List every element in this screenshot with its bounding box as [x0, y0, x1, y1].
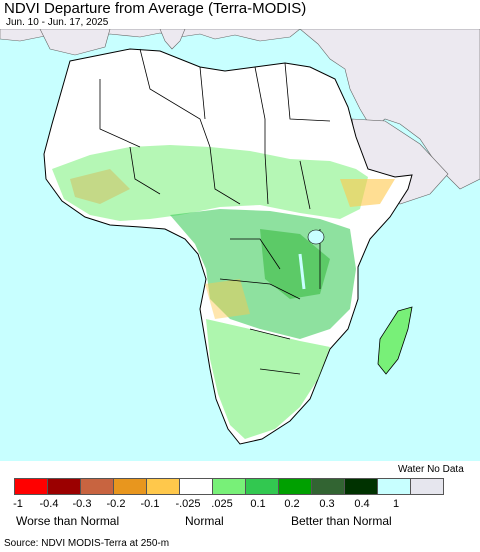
legend-tick: -0.1: [140, 498, 160, 510]
legend-swatch: [344, 478, 378, 495]
legend-tick: 0.3: [319, 498, 335, 510]
legend-tick: -.025: [175, 498, 201, 510]
country-borders: [99, 48, 331, 375]
legend-tick: .025: [211, 498, 233, 510]
legend-swatch: [113, 478, 147, 495]
congo-better-patch: [260, 229, 330, 299]
legend-color-bar: [14, 478, 444, 496]
middle-east-landmass: [299, 29, 480, 190]
italy-sicily: [159, 29, 186, 50]
map-subtitle: Jun. 10 - Jun. 17, 2025: [6, 17, 109, 28]
legend-swatch: [80, 478, 114, 495]
legend-swatch: [146, 478, 180, 495]
southern-africa-vegetation: [206, 319, 330, 439]
legend-swatch: [311, 478, 345, 495]
legend-swatch: [179, 478, 213, 495]
legend-tick: -0.3: [72, 498, 92, 510]
legend-swatch: [410, 478, 444, 495]
west-africa-worse-patch: [70, 169, 130, 204]
legend-swatch: [377, 478, 411, 495]
legend-swatch: [245, 478, 279, 495]
ndvi-map: [0, 29, 480, 461]
angola-worse-patch: [205, 279, 250, 319]
map-title: NDVI Departure from Average (Terra-MODIS…: [4, 0, 307, 17]
legend-normal-label: Normal: [185, 514, 224, 528]
legend-tick: 0.1: [250, 498, 266, 510]
horn-worse-patch: [340, 179, 395, 207]
lake-victoria: [307, 229, 325, 245]
legend-better-label: Better than Normal: [291, 514, 392, 528]
legend-tick: -1: [13, 498, 23, 510]
no-data-label: Water No Data: [398, 464, 464, 475]
lake-tanganyika: [298, 253, 306, 290]
legend-swatch: [212, 478, 246, 495]
legend-tick: 1: [392, 498, 400, 510]
iberia: [39, 29, 111, 56]
legend-swatch: [14, 478, 48, 495]
legend-tick: -0.2: [106, 498, 126, 510]
legend-worse-label: Worse than Normal: [16, 514, 120, 528]
madagascar: [377, 306, 413, 375]
source-note: Source: NDVI MODIS-Terra at 250-m: [4, 538, 170, 549]
legend-swatch: [278, 478, 312, 495]
sahel-vegetation: [52, 145, 368, 221]
legend-tick: 0.2: [284, 498, 300, 510]
legend-tick: -0.4: [39, 498, 59, 510]
legend-swatch: [47, 478, 81, 495]
legend-tick: 0.4: [354, 498, 370, 510]
